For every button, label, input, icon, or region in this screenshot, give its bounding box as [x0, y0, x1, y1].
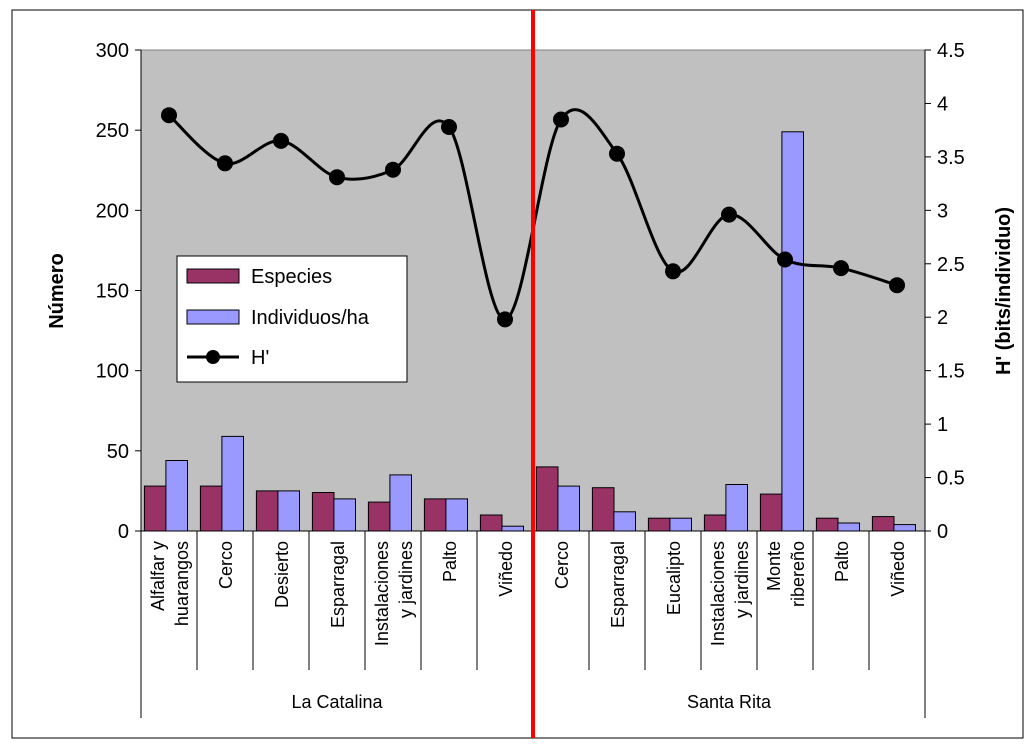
category-label-1-0: Cerco [216, 541, 236, 589]
bar-individuos-4 [389, 474, 412, 532]
h-prime-point-4 [385, 161, 401, 178]
h-prime-point-11 [777, 251, 793, 268]
bar-individuos-7 [557, 485, 581, 532]
bars-layer [143, 131, 917, 532]
legend-label-especies: Especies [251, 266, 332, 288]
category-label-8-0: Esparragal [608, 541, 628, 628]
h-prime-point-8 [609, 145, 625, 162]
category-label-11-1: ribereño [788, 541, 808, 607]
y-tick-label-3: 150 [96, 281, 129, 303]
h-prime-point-13 [889, 277, 905, 294]
legend: Especies Individuos/ha H' [176, 255, 408, 383]
h-prime-point-9 [665, 263, 681, 280]
y2-tick-label-2: 1 [937, 414, 948, 436]
bar-individuos-3 [333, 498, 356, 532]
axes-layer: 0 50 100 150 200 250 300 0 0.5 1 1.5 2 2.5 3 3.5 4 4.5 [96, 40, 965, 543]
bar-especies-1 [199, 485, 223, 532]
h-prime-point-7 [553, 111, 569, 128]
h-prime-point-12 [833, 260, 849, 277]
category-label-0-1: huarangos [172, 541, 192, 626]
y2-tick-label-1: 0.5 [937, 468, 965, 490]
h-prime-point-3 [329, 169, 345, 186]
bar-especies-5 [423, 498, 447, 532]
legend-swatch-individuos [186, 309, 240, 325]
bar-especies-10 [703, 514, 727, 532]
h-prime-point-2 [273, 132, 289, 149]
y2-tick-label-8: 4 [937, 93, 948, 115]
y-axis-title: Número [46, 253, 68, 329]
y-tick-label-6: 300 [96, 40, 129, 62]
y-tick-label-0: 0 [118, 521, 129, 543]
h-prime-point-6 [497, 311, 513, 328]
bar-individuos-10 [725, 484, 749, 532]
y2-tick-label-5: 2.5 [937, 254, 965, 276]
bar-especies-9 [647, 517, 671, 532]
bar-especies-0 [143, 485, 167, 532]
y2-tick-label-4: 2 [937, 307, 948, 329]
group-label-0: La Catalina [291, 692, 383, 712]
bar-especies-2 [255, 490, 279, 532]
category-label-13-0: Viñedo [888, 541, 908, 597]
category-label-10-0: Instalaciones [708, 541, 728, 646]
bar-individuos-8 [613, 511, 637, 532]
category-label-3-0: Esparragal [328, 541, 348, 628]
legend-marker-h [206, 350, 220, 364]
y-tick-label-2: 100 [96, 361, 129, 383]
category-label-9-0: Eucalipto [664, 541, 684, 615]
bar-individuos-2 [277, 490, 300, 532]
y2-tick-label-6: 3 [937, 200, 948, 222]
y2-tick-label-7: 3.5 [937, 147, 965, 169]
y2-tick-label-0: 0 [937, 521, 948, 543]
category-label-12-0: Palto [832, 541, 852, 582]
legend-label-h: H' [251, 347, 269, 369]
group-label-1: Santa Rita [687, 692, 772, 712]
bar-especies-6 [479, 514, 503, 532]
category-label-10-1: y jardines [732, 541, 752, 618]
category-label-0-0: Alfalfar y [148, 541, 168, 611]
labels-layer: Alfalfar y huarangos Cerco Desierto Esparrag… [140, 531, 926, 718]
bar-individuos-13 [893, 524, 917, 532]
bar-especies-3 [311, 492, 335, 532]
bar-individuos-9 [669, 517, 693, 532]
y-tick-label-1: 50 [107, 441, 129, 463]
bar-especies-4 [367, 501, 391, 532]
h-prime-point-0 [161, 107, 177, 124]
bar-especies-12 [815, 517, 839, 532]
category-label-5-0: Palto [440, 541, 460, 582]
h-prime-point-10 [721, 206, 737, 223]
category-label-2-0: Desierto [272, 541, 292, 608]
y2-tick-label-3: 1.5 [937, 361, 965, 383]
category-label-4-1: y jardines [396, 541, 416, 618]
bar-especies-8 [591, 487, 615, 532]
y-tick-label-5: 250 [96, 120, 129, 142]
category-label-7-0: Cerco [552, 541, 572, 589]
category-label-11-0: Monte [764, 541, 784, 591]
bar-especies-7 [535, 466, 559, 532]
h-prime-point-5 [441, 119, 457, 135]
category-label-4-0: Instalaciones [372, 541, 392, 646]
legend-swatch-especies [186, 268, 240, 284]
bar-individuos-1 [221, 435, 244, 532]
bar-individuos-0 [165, 460, 188, 532]
bar-individuos-12 [837, 522, 861, 532]
bar-especies-11 [759, 493, 783, 532]
legend-label-individuos: Individuos/ha [251, 307, 370, 329]
bar-individuos-11 [781, 131, 805, 532]
bar-especies-13 [871, 516, 895, 532]
bar-individuos-5 [445, 498, 468, 532]
y-tick-label-4: 200 [96, 200, 129, 222]
y2-axis-title: H' (bits/individuo) [993, 207, 1015, 375]
bar-individuos-6 [501, 525, 524, 532]
h-prime-point-1 [217, 155, 233, 172]
y2-tick-label-9: 4.5 [937, 40, 965, 62]
category-label-6-0: Viñedo [496, 541, 516, 597]
